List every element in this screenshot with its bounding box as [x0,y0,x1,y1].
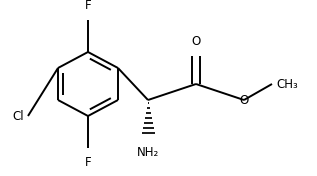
Text: O: O [239,93,249,106]
Text: F: F [85,0,91,12]
Text: NH₂: NH₂ [137,146,159,159]
Text: O: O [191,35,201,48]
Text: F: F [85,156,91,169]
Text: Cl: Cl [12,109,24,122]
Text: CH₃: CH₃ [276,77,298,90]
